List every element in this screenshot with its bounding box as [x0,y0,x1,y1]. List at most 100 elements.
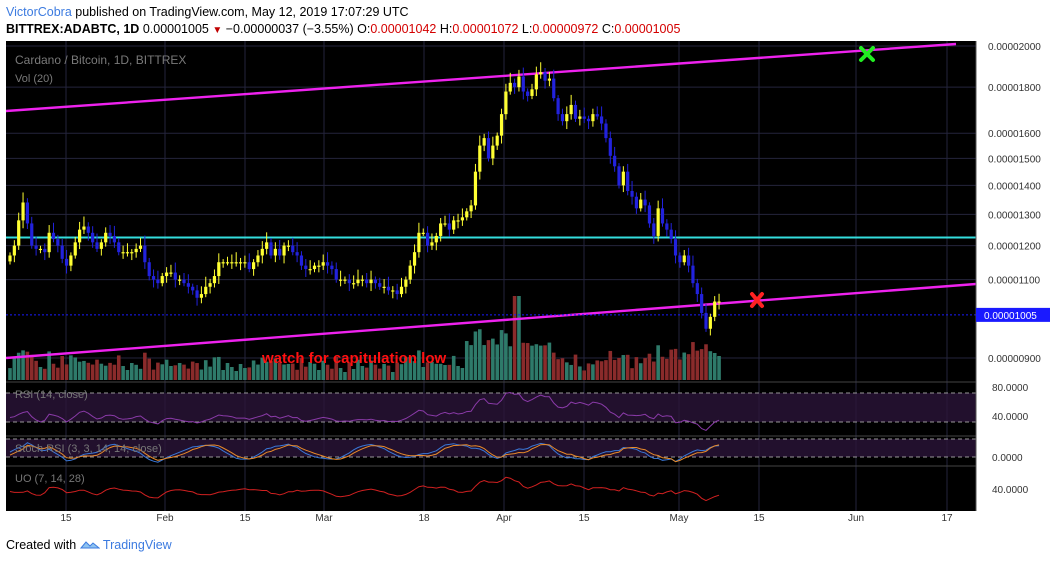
close-label: C: [601,22,615,36]
volume-bar [12,358,17,380]
volume-bar [234,371,238,380]
volume-bar [60,356,64,380]
candle [643,190,647,213]
candle [552,69,556,102]
candle [473,163,478,210]
volume-bar [116,355,121,380]
volume-bars [8,296,721,380]
volume-bar [382,364,386,380]
volume-bar [238,364,243,380]
volume-bar [25,351,30,380]
volume-bar [678,359,682,380]
indicator-tick-label: 40.0000 [992,412,1029,423]
volume-bar [386,365,391,380]
candle [652,218,656,244]
indicator-panes: RSI (14, close) Stoch RSI (3, 3, 14, 14, … [6,381,976,502]
candle [430,233,434,250]
candle [617,163,621,189]
candle [360,275,364,287]
volume-bar [330,368,334,380]
time-axis-bg [6,511,1052,527]
volume-bar [630,368,634,380]
volume-bar [47,351,51,380]
volume-bar [573,354,578,380]
volume-bar [273,358,278,380]
volume-bar [77,361,82,380]
candle [517,69,521,92]
y-tick-label: 0.00001800 [988,83,1041,94]
volume-bar [491,338,495,380]
x-tick-label: Feb [156,513,174,524]
volume-bar [195,363,199,380]
published-text: published on TradingView.com, May 12, 20… [75,5,409,19]
candle [243,255,247,268]
volume-bar [321,360,325,380]
down-arrow-icon: ▼ [212,25,223,36]
candle [186,274,190,294]
candle [151,269,156,288]
candle [439,218,443,242]
volume-bar [586,363,591,380]
candle [8,252,12,265]
volume-bar [264,361,269,380]
volume-bar [373,364,378,380]
volume-bar [451,355,456,380]
candle [295,242,299,263]
volume-bar [151,369,156,380]
candle [330,261,334,275]
x-tick-label: Apr [496,513,512,524]
candle [586,115,591,130]
volume-bar [543,345,547,380]
candle [682,250,686,266]
candle [695,278,699,302]
candle [230,254,234,269]
candle [508,72,512,95]
candle [165,267,169,283]
volume-bar [364,367,369,380]
volume-bar [647,353,652,380]
candle [199,286,203,304]
candle [660,198,665,227]
lower-trendline [6,282,977,360]
candle [256,250,260,267]
volume-bar [599,361,604,380]
volume-bar [404,357,408,380]
time-axis[interactable]: 15 Feb 15 Mar 18 Apr 15 May 15 Jun 17 [6,511,1052,527]
candle [356,269,360,287]
candle [386,276,391,295]
candle [21,192,25,229]
volume-bar [286,364,291,380]
volume-bar [290,363,295,380]
indicator-line [9,476,720,502]
price-axis[interactable]: 0.00002000 0.00001800 0.00001600 0.00001500… [975,41,1052,511]
volume-bar [99,363,104,380]
candle [286,240,290,252]
candle [530,83,534,100]
volume-bar [486,340,491,380]
volume-bar [16,352,21,380]
candle [352,275,356,289]
candle [112,225,116,248]
candle [178,275,182,286]
volume-bar [351,369,356,380]
price-chart[interactable]: RSI (14, close) Stoch RSI (3, 3, 14, 14, … [6,41,1052,527]
volume-bar [534,344,539,380]
volume-bar [69,355,73,380]
candle [608,131,612,164]
volume-bar [447,364,452,380]
volume-bar [708,351,713,380]
author-link[interactable]: VictorCobra [6,5,72,19]
tradingview-link[interactable]: TradingView [102,538,172,552]
candle [613,146,617,172]
volume-bar [551,352,556,380]
candle [495,132,499,150]
volume-bar [103,365,108,380]
volume-bar [595,360,600,380]
volume-bar [591,364,595,380]
candle [156,270,160,289]
low-label: L: [521,22,533,36]
volume-bar [604,360,608,380]
current-price-label: 0.00001005 [984,311,1037,322]
volume-bar [538,345,543,380]
candle [108,225,112,244]
